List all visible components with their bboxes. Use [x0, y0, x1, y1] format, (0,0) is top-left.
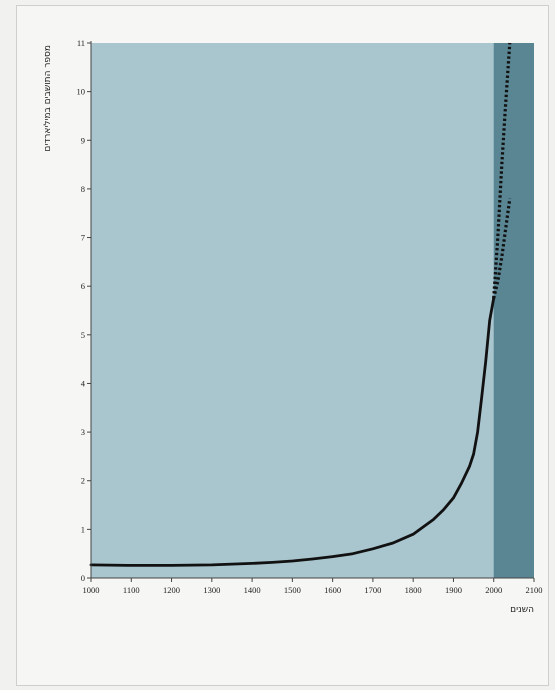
- plot-background: [91, 43, 534, 578]
- population-line: [89, 296, 496, 567]
- y-tick-label: 0: [81, 573, 85, 583]
- x-tick-label: 1100: [123, 585, 140, 595]
- y-tick-label: 6: [81, 281, 85, 291]
- x-tick-label: 1900: [445, 585, 462, 595]
- y-tick-label: 9: [81, 135, 85, 145]
- x-axis-label: השנים: [510, 605, 534, 615]
- projection-line-2: [492, 198, 512, 299]
- chart-axes: 0 1 2 3 4 5 6 7 8 9 10 11 1000 1100 1200 1300 1400 1500 16…: [77, 38, 543, 595]
- x-tick-label: 1300: [203, 585, 220, 595]
- x-tick-label: 1000: [83, 585, 100, 595]
- x-tick-label: 1800: [405, 585, 422, 595]
- chart-marks: [89, 42, 512, 567]
- y-axis-label: מספר התושבים במיליארדים: [43, 45, 53, 152]
- x-tick-label: 1400: [244, 585, 261, 595]
- figure-frame: 0 1 2 3 4 5 6 7 8 9 10 11 1000 1100 1200 1300 1400 1500 16…: [16, 5, 549, 686]
- x-tick-label: 1200: [163, 585, 180, 595]
- x-tick-label: 1700: [364, 585, 381, 595]
- y-tick-label: 4: [81, 378, 86, 388]
- projection-line-1: [492, 42, 512, 299]
- y-tick-label: 5: [81, 330, 85, 340]
- y-tick-label: 10: [77, 87, 86, 97]
- projection-band: [493, 43, 534, 578]
- population-chart: 0 1 2 3 4 5 6 7 8 9 10 11 1000 1100 1200 1300 1400 1500 16…: [43, 38, 543, 615]
- y-tick-label: 3: [81, 427, 85, 437]
- y-tick-label: 8: [81, 184, 85, 194]
- x-tick-label: 2000: [485, 585, 502, 595]
- x-tick-label: 1500: [284, 585, 301, 595]
- y-tick-label: 7: [81, 233, 85, 243]
- y-tick-label: 1: [81, 524, 85, 534]
- y-tick-label: 11: [77, 38, 85, 48]
- y-tick-label: 2: [81, 476, 85, 486]
- x-tick-label: 2100: [526, 585, 543, 595]
- x-tick-label: 1600: [324, 585, 341, 595]
